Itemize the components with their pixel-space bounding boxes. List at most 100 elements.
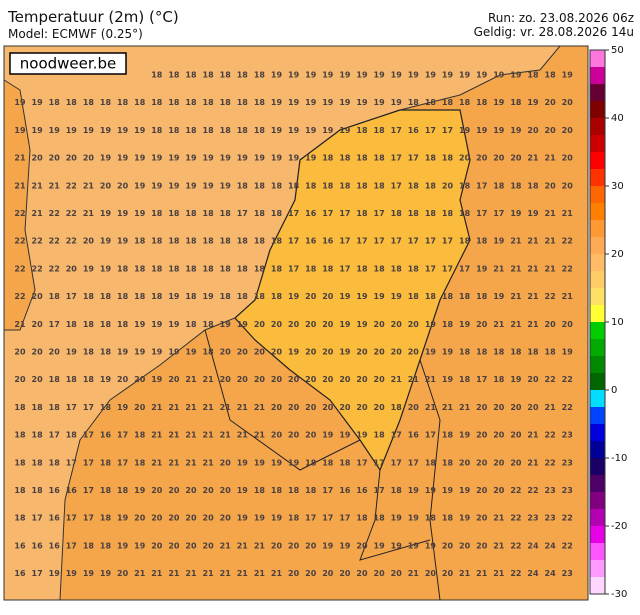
temperature-value: 19 <box>185 348 197 357</box>
temperature-value: 20 <box>32 375 44 384</box>
temperature-value: 21 <box>527 154 539 163</box>
temperature-value: 21 <box>168 431 180 440</box>
temperature-value: 22 <box>562 237 573 246</box>
temperature-value: 19 <box>203 181 215 190</box>
temperature-value: 20 <box>459 541 471 550</box>
temperature-value: 19 <box>288 292 300 301</box>
temperature-value: 16 <box>322 237 334 246</box>
temperature-value: 17 <box>305 514 316 523</box>
temperature-value: 18 <box>49 403 61 412</box>
temperature-value: 20 <box>476 514 488 523</box>
temperature-value: 20 <box>322 348 334 357</box>
temperature-value: 18 <box>168 126 180 135</box>
temperature-value: 20 <box>374 375 386 384</box>
temperature-value: 17 <box>374 486 385 495</box>
colorbar-tick-label: 40 <box>611 113 624 124</box>
temperature-value: 17 <box>66 292 77 301</box>
temperature-value: 19 <box>254 458 266 467</box>
temperature-value: 22 <box>14 237 25 246</box>
temperature-value: 17 <box>493 209 504 218</box>
temperature-value: 20 <box>527 126 539 135</box>
colorbar-segment <box>590 390 605 407</box>
england <box>3 79 36 331</box>
temperature-value: 19 <box>527 209 539 218</box>
map-frame <box>3 45 589 601</box>
temperature-value: 18 <box>14 403 26 412</box>
temperature-value: 21 <box>134 569 146 578</box>
temperature-value: 20 <box>49 154 61 163</box>
temperature-value: 17 <box>476 181 487 190</box>
temperature-value: 19 <box>83 264 95 273</box>
temperature-value: 18 <box>117 98 129 107</box>
temperature-value: 21 <box>49 181 61 190</box>
temperature-value: 21 <box>493 320 505 329</box>
temperature-value: 17 <box>442 237 453 246</box>
temperature-value: 21 <box>254 569 266 578</box>
temperature-value: 18 <box>185 237 197 246</box>
temperature-value: 18 <box>288 486 300 495</box>
temperature-value: 19 <box>66 126 78 135</box>
temperature-value: 19 <box>151 320 163 329</box>
temperature-value: 16 <box>305 209 317 218</box>
temperature-value: 17 <box>425 264 436 273</box>
temperature-value: 23 <box>562 569 573 578</box>
temperature-value: 18 <box>203 264 215 273</box>
temperature-value: 19 <box>117 209 129 218</box>
temperature-value: 20 <box>203 514 215 523</box>
temperature-value: 19 <box>339 98 351 107</box>
temperature-value: 16 <box>66 486 78 495</box>
temperature-value: 22 <box>510 541 521 550</box>
temperature-value: 17 <box>391 458 402 467</box>
border <box>419 359 441 601</box>
temperature-value: 17 <box>288 237 299 246</box>
temperature-value: 18 <box>151 71 163 80</box>
temperature-value: 22 <box>562 264 573 273</box>
temperature-value: 18 <box>442 98 454 107</box>
temperature-value: 20 <box>476 486 488 495</box>
temperature-value: 19 <box>391 292 403 301</box>
netherlands <box>234 109 471 472</box>
colorbar-segment <box>590 84 605 101</box>
temperature-value: 22 <box>66 181 77 190</box>
temperature-value: 18 <box>185 98 197 107</box>
temperature-value: 19 <box>151 375 163 384</box>
temperature-value: 18 <box>237 237 249 246</box>
temperature-value: 18 <box>391 264 403 273</box>
temperature-value: 18 <box>220 237 232 246</box>
temperature-value: 20 <box>374 403 386 412</box>
temperature-value: 20 <box>117 375 129 384</box>
temperature-value: 17 <box>339 237 350 246</box>
temperature-value: 20 <box>271 431 283 440</box>
temperature-value: 20 <box>288 431 300 440</box>
temperature-value: 18 <box>220 209 232 218</box>
temperature-value: 22 <box>66 237 77 246</box>
temperature-value: 19 <box>134 348 146 357</box>
temperature-value: 21 <box>237 431 249 440</box>
temperature-value: 18 <box>288 514 300 523</box>
temperature-value: 20 <box>288 541 300 550</box>
logo-box <box>9 52 127 75</box>
temperature-value: 18 <box>237 292 249 301</box>
temperature-value: 19 <box>288 98 300 107</box>
temperature-value: 18 <box>203 209 215 218</box>
temperature-value: 19 <box>271 126 283 135</box>
temperature-value: 18 <box>49 458 61 467</box>
temperature-value: 18 <box>527 71 539 80</box>
colorbar-segment <box>590 475 605 492</box>
logo: noodweer.be <box>20 55 116 73</box>
temperature-value: 18 <box>476 98 488 107</box>
colorbar-tick-label: -10 <box>611 453 627 464</box>
temperature-value: 18 <box>237 126 249 135</box>
temperature-value: 19 <box>168 181 180 190</box>
temperature-value: 18 <box>220 264 232 273</box>
temperature-value: 20 <box>493 458 505 467</box>
temperature-value: 21 <box>203 431 215 440</box>
temperature-value: 22 <box>49 209 60 218</box>
temperature-value: 19 <box>356 431 368 440</box>
temperature-value: 23 <box>527 514 538 523</box>
temperature-value: 21 <box>237 569 249 578</box>
temperature-value: 21 <box>562 209 574 218</box>
temperature-value: 20 <box>442 541 454 550</box>
temperature-value: 18 <box>100 292 112 301</box>
temperature-value: 21 <box>254 431 266 440</box>
